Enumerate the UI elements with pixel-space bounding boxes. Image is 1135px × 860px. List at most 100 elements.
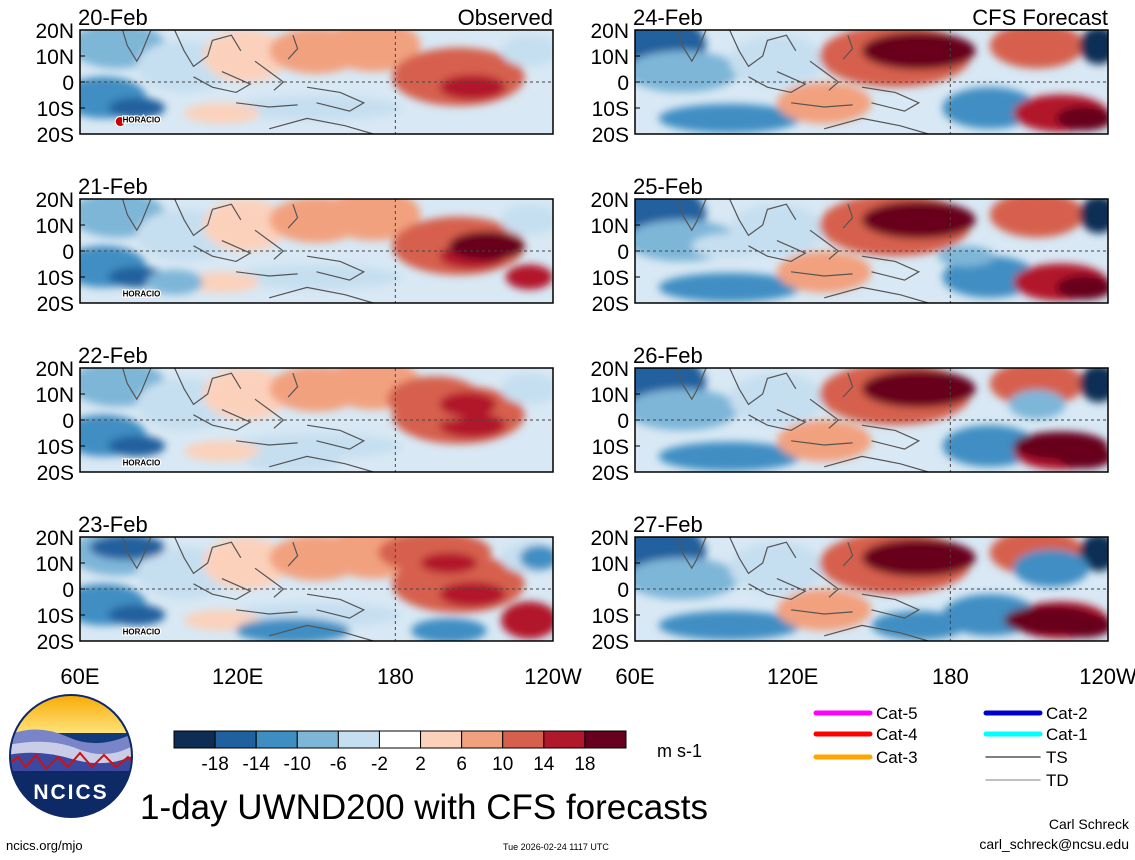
y-tick-label: 0 <box>62 72 74 95</box>
wind-blob <box>184 609 260 631</box>
coastline <box>174 30 242 68</box>
wind-blob <box>942 425 1038 467</box>
legend-label: TS <box>1046 748 1068 767</box>
x-tick-label: 120E <box>212 664 263 689</box>
colorbar-swatch <box>584 730 627 749</box>
wind-blob <box>245 451 341 472</box>
coastline <box>677 368 707 401</box>
coastline <box>748 578 807 601</box>
ncics-logo: NCICS <box>8 693 134 824</box>
wind-blob <box>658 610 801 640</box>
y-tick-label: 20S <box>37 462 74 485</box>
coastline <box>193 409 252 432</box>
wind-blob <box>989 30 1085 69</box>
coastlines <box>122 30 374 134</box>
y-tick-label: 10N <box>35 46 74 69</box>
wind-blob <box>202 368 289 420</box>
y-tick-label: 20N <box>590 358 629 381</box>
y-tick-label: 10N <box>590 46 629 69</box>
wind-blob <box>862 539 976 577</box>
coastline <box>287 35 299 60</box>
coastline <box>122 368 152 401</box>
wind-field: HORACIO <box>80 30 553 134</box>
units-label: m s-1 <box>657 741 702 761</box>
coastline <box>861 86 921 112</box>
map-panel-20-feb: HORACIO 20-Feb Observed 20N 10N 0 10S 20S <box>35 5 554 147</box>
wind-blob <box>108 97 166 119</box>
wind-field <box>635 199 1108 303</box>
coastline <box>122 199 152 232</box>
wind-blob <box>184 271 260 293</box>
x-tick-label: 60E <box>60 664 99 689</box>
wind-blob <box>325 30 421 72</box>
wind-field: HORACIO <box>80 537 553 641</box>
logo-text: NCICS <box>33 781 109 804</box>
website-url[interactable]: ncics.org/mjo <box>6 838 83 853</box>
wind-blob <box>439 581 506 607</box>
wind-blob <box>1013 431 1108 461</box>
wind-blob <box>1079 199 1108 234</box>
wind-blob <box>89 537 166 560</box>
wind-blob <box>108 604 166 626</box>
y-tick-label: 20N <box>35 358 74 381</box>
wind-blob <box>658 103 801 133</box>
colorbar-label: 6 <box>456 754 467 775</box>
colorbar-swatch <box>173 730 216 749</box>
coastline <box>174 199 242 237</box>
wind-blob <box>862 32 976 70</box>
coastline <box>174 368 242 406</box>
colorbar: -18 -14 -10 -6 -2 2 6 10 14 18 <box>173 730 627 775</box>
wind-blob <box>1079 30 1108 65</box>
wind-blob <box>942 256 1038 298</box>
wind-blob <box>202 537 289 589</box>
y-tick-label: 20S <box>592 124 629 147</box>
wind-contours <box>635 199 1108 302</box>
wind-blob <box>184 440 260 462</box>
coastlines <box>122 537 374 641</box>
wind-contours <box>635 30 1108 133</box>
email[interactable]: carl_schreck@ncsu.edu <box>979 836 1129 852</box>
coastline <box>809 60 840 91</box>
x-tick-label: 180 <box>932 664 969 689</box>
colorbar-label: -2 <box>371 754 388 775</box>
y-tick-label: 20S <box>37 631 74 654</box>
y-tick-label: 10N <box>35 384 74 407</box>
coastlines <box>677 199 929 303</box>
y-tick-label: 0 <box>62 410 74 433</box>
wind-blob <box>325 199 421 241</box>
coastline <box>269 624 374 641</box>
y-tick-label: 20N <box>590 527 629 550</box>
coastline <box>193 71 252 94</box>
y-tick-label: 0 <box>62 241 74 264</box>
wind-contours <box>635 368 1108 471</box>
coastline <box>729 30 797 68</box>
coastline <box>824 624 929 641</box>
y-tick-label: 10S <box>37 267 74 290</box>
coastline <box>236 102 298 108</box>
wind-field <box>635 30 1108 134</box>
y-tick-label: 0 <box>617 72 629 95</box>
coastline <box>122 30 152 63</box>
wind-blob <box>691 233 768 259</box>
coastline <box>236 271 298 277</box>
coastline <box>791 271 853 277</box>
wind-blob <box>729 35 825 88</box>
colorbar-label: 10 <box>492 754 513 775</box>
wind-blob <box>146 269 203 295</box>
colorbar-swatch <box>296 730 339 749</box>
y-tick-label: 10N <box>590 384 629 407</box>
wind-blob <box>500 204 553 236</box>
coastline <box>809 398 840 429</box>
wind-blob <box>776 420 872 462</box>
coastline <box>861 424 921 450</box>
wind-blob <box>411 618 487 641</box>
colorbar-swatch <box>420 730 463 749</box>
coastline <box>254 60 285 91</box>
coastline <box>748 409 807 432</box>
y-tick-label: 20S <box>592 462 629 485</box>
wind-blob <box>776 250 872 293</box>
y-tick-label: 20S <box>592 631 629 654</box>
wind-blob <box>519 545 553 571</box>
coastline <box>729 537 797 575</box>
